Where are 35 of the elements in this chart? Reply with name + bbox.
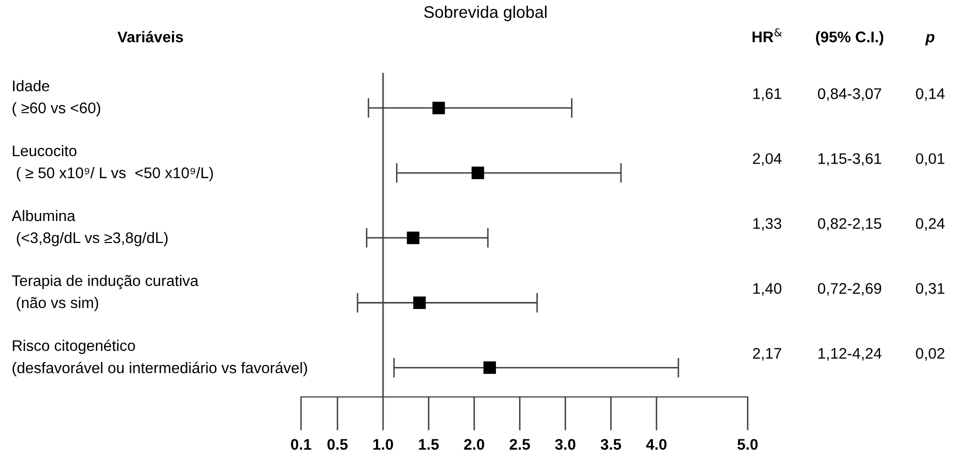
y-tick-label: Terapia de indução curativa (não vs sim) <box>12 274 198 312</box>
text: 0,84-3,07 <box>818 88 882 101</box>
x-tick-label: 1.0 <box>373 438 394 450</box>
data-label: 1,40 <box>753 283 782 296</box>
text: p <box>925 34 934 46</box>
text: Variáveis <box>117 30 184 42</box>
data-label: 1,61 <box>753 88 782 101</box>
y-tick-label: Leucocito ( ≥ 50 x10⁹/ L vs <50 x10⁹/L) <box>12 145 213 182</box>
text: 0,01 <box>916 153 944 166</box>
y-tick-label: Albumina (<3,8g/dL vs ≥3,8g/dL) <box>12 210 168 246</box>
x-tick-label: 5.0 <box>738 438 758 450</box>
y-tick-label: Idade ( ≥60 vs <60) <box>12 80 100 116</box>
x-tick-label: 2.0 <box>464 438 484 450</box>
x-tick-label: 2.5 <box>510 438 530 450</box>
text: 0,82-2,15 <box>818 218 882 231</box>
text: (95% C.I.) <box>816 31 884 46</box>
text: 1,12-4,24 <box>818 348 882 361</box>
text: 0,31 <box>916 283 944 296</box>
data-label: 2,04 <box>752 153 782 166</box>
text: 0,14 <box>916 88 945 101</box>
x-tick-label: 3.5 <box>600 438 622 450</box>
text: 0,24 <box>916 218 945 231</box>
x-tick-label: 0.1 <box>290 438 312 450</box>
text: HR$^{&}$ <box>752 28 782 42</box>
text: 0,02 <box>916 348 944 361</box>
data-label: 1,33 <box>753 218 782 231</box>
chart-title: Sobrevida global <box>424 6 546 22</box>
text: 1,15-3,61 <box>818 153 882 166</box>
y-tick-label: Risco citogenético (desfavorável ou intermediário vs favorável) <box>12 340 308 376</box>
x-tick-label: 3.0 <box>555 438 576 450</box>
text: 0,72-2,69 <box>818 283 882 296</box>
x-tick-label: 1.5 <box>418 439 439 450</box>
x-tick-label: 0.5 <box>327 438 348 450</box>
x-tick-label: 4.0 <box>646 438 667 450</box>
data-label: 2,17 <box>752 348 782 361</box>
